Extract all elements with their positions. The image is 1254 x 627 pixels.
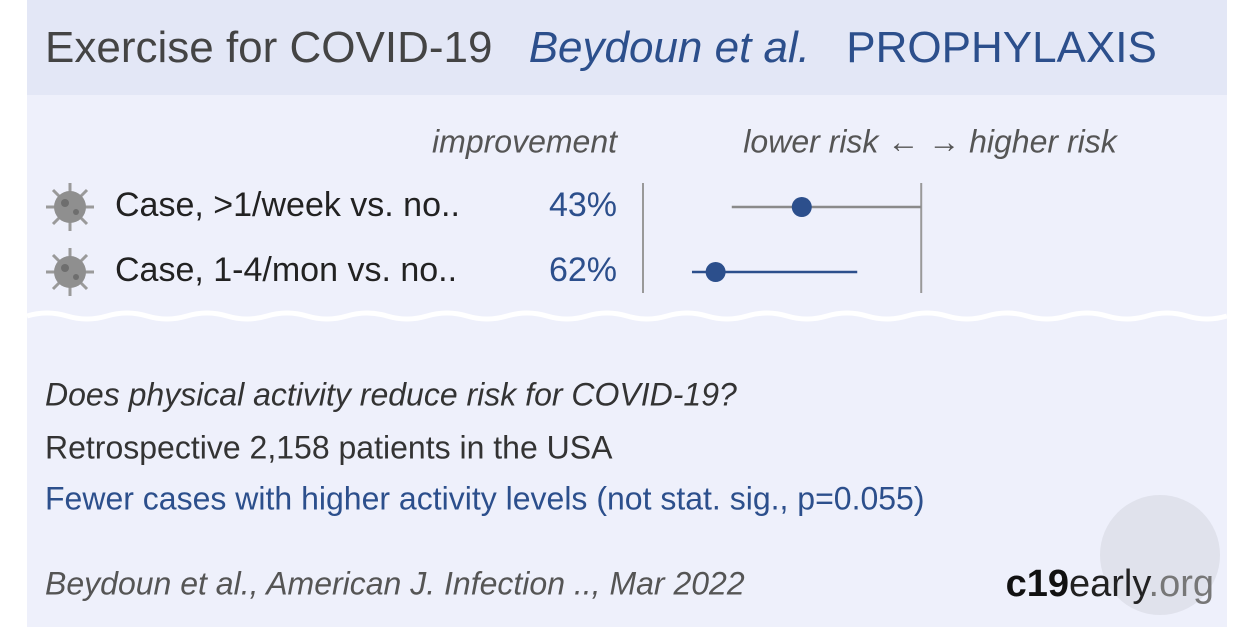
value-label: 43% <box>549 186 617 224</box>
virus-icon <box>44 246 96 298</box>
value-label: 62% <box>549 251 617 289</box>
logo-bold: c19 <box>1006 563 1069 605</box>
authors: Beydoun et al. <box>529 23 810 72</box>
row-label: Case, 1-4/mon vs. no.. <box>115 251 457 289</box>
logo: c19early.org <box>1006 563 1214 605</box>
logo-mid: early <box>1069 563 1151 605</box>
header: Exercise for COVID-19 Beydoun et al. PRO… <box>45 23 1157 72</box>
category: PROPHYLAXIS <box>846 23 1157 72</box>
question: Does physical activity reduce risk for C… <box>45 376 737 412</box>
logo-end: .org <box>1149 563 1214 605</box>
header-bg <box>27 0 1227 95</box>
title: Exercise for COVID-19 <box>45 23 492 72</box>
design: Retrospective 2,158 patients in the USA <box>45 429 613 465</box>
separator <box>26 310 1228 322</box>
row-label: Case, >1/week vs. no.. <box>115 186 460 224</box>
virus-icon <box>44 181 96 233</box>
virus-watermark <box>1100 495 1220 615</box>
axis-label: lower risk ← → higher risk <box>743 123 1118 159</box>
point <box>705 262 726 282</box>
citation: Beydoun et al., American J. Infection ..… <box>45 565 745 601</box>
column-title: improvement <box>432 123 618 159</box>
point <box>791 197 812 217</box>
conclusion: Fewer cases with higher activity levels … <box>45 480 925 516</box>
